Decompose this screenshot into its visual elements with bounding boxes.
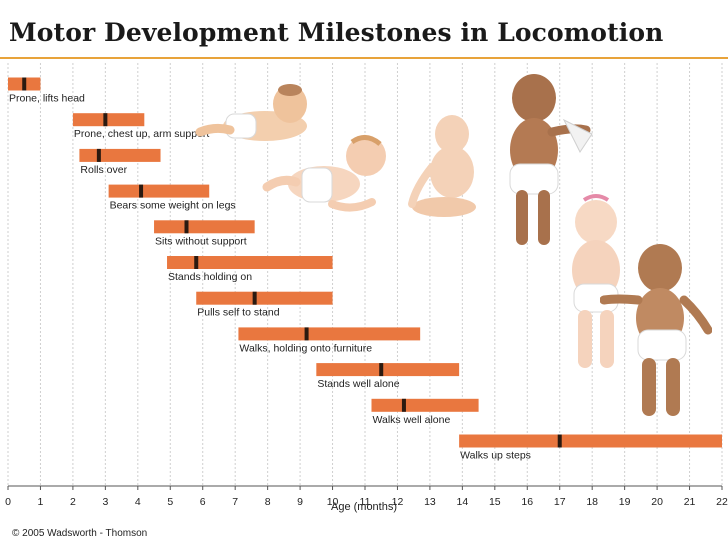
x-tick-label: 11: [360, 496, 371, 508]
average-age-marker: [304, 327, 309, 341]
x-tick-label: 15: [489, 496, 501, 508]
milestone-label: Stands holding on: [168, 271, 252, 283]
x-tick-label: 22: [716, 496, 728, 508]
milestone-bar: [79, 148, 161, 162]
x-tick-label: 4: [135, 496, 141, 508]
milestone-label: Pulls self to stand: [197, 307, 279, 319]
milestone-bar: [459, 434, 722, 448]
milestone-label: Rolls over: [80, 164, 127, 176]
x-tick-label: 9: [297, 496, 303, 508]
x-tick-label: 2: [70, 496, 76, 508]
x-tick-label: 13: [424, 496, 436, 508]
average-age-marker: [103, 113, 108, 127]
milestone-bar: [196, 291, 333, 305]
average-age-marker: [252, 291, 257, 305]
baby-standing-alone-illustration: [572, 194, 620, 368]
milestone-row: Walks well alone: [371, 398, 479, 426]
x-tick-label: 6: [200, 496, 206, 508]
x-tick-label: 14: [457, 496, 469, 508]
chart-x-axis: 0 1 2 3 4 5 6 7 8 9 10 11 12 13 14 15 16 17 18 19 20 21 22: [5, 485, 728, 508]
milestone-label: Prone, lifts head: [9, 93, 85, 105]
baby-walking-illustration: [600, 244, 712, 416]
page-title: Motor Development Milestones in Locomoti…: [9, 18, 664, 47]
x-axis-title: Age (months): [331, 501, 397, 513]
x-tick-label: 1: [38, 496, 44, 508]
milestone-bar: [371, 398, 479, 412]
milestone-row: Bears some weight on legs: [108, 184, 236, 212]
average-age-marker: [194, 256, 199, 269]
milestone-label: Stands well alone: [317, 378, 399, 390]
x-tick-label: 16: [521, 496, 533, 508]
milestone-label: Walks up steps: [460, 450, 531, 462]
chart-grid: [7, 63, 723, 486]
milestone-row: Stands well alone: [316, 363, 460, 390]
baby-sitting-illustration: [408, 115, 476, 217]
baby-prone-lifts-chest-illustration: [195, 84, 307, 141]
milestone-label: Prone, chest up, arm support: [74, 128, 209, 140]
milestone-row: Pulls self to stand: [196, 291, 333, 319]
milestone-label: Bears some weight on legs: [110, 200, 236, 212]
average-age-marker: [401, 398, 406, 412]
milestone-bar: [108, 184, 210, 198]
baby-standing-holding-illustration: [509, 74, 593, 245]
x-tick-label: 21: [684, 496, 696, 508]
x-tick-label: 12: [392, 496, 404, 508]
milestone-label: Walks, holding onto furniture: [239, 342, 372, 354]
average-age-marker: [22, 77, 27, 91]
milestone-row: Sits without support: [154, 220, 255, 247]
milestone-row: Prone, chest up, arm support: [72, 113, 209, 140]
x-tick-label: 10: [327, 496, 339, 508]
milestone-bar: [167, 256, 333, 269]
milestone-row: Prone, lifts head: [8, 77, 85, 105]
average-age-marker: [139, 184, 144, 198]
x-tick-label: 18: [586, 496, 598, 508]
x-tick-label: 0: [5, 496, 11, 508]
average-age-marker: [379, 363, 384, 377]
x-tick-label: 20: [651, 496, 663, 508]
x-tick-label: 8: [265, 496, 271, 508]
milestone-row: Rolls over: [79, 148, 161, 176]
x-tick-label: 3: [102, 496, 108, 508]
milestone-label: Sits without support: [155, 235, 247, 247]
baby-rolling-illustration: [262, 135, 386, 212]
milestone-row: Walks up steps: [459, 434, 722, 462]
x-tick-label: 5: [167, 496, 173, 508]
milestone-label: Walks well alone: [372, 414, 450, 426]
milestone-bar: [316, 363, 460, 377]
chart-bars: Prone, lifts head Prone, chest up, arm su…: [8, 77, 722, 462]
title-accent-rule: [0, 57, 728, 59]
milestone-row: Stands holding on: [167, 256, 333, 283]
milestone-bar: [154, 220, 255, 234]
milestone-row: Walks, holding onto furniture: [238, 327, 421, 354]
x-tick-label: 17: [554, 496, 566, 508]
milestone-bar: [72, 113, 145, 127]
average-age-marker: [96, 148, 101, 162]
x-tick-label: 19: [619, 496, 631, 508]
x-tick-label: 7: [232, 496, 238, 508]
milestone-bar: [238, 327, 421, 341]
average-age-marker: [184, 220, 189, 234]
average-age-marker: [557, 434, 562, 448]
copyright-notice: © 2005 Wadsworth - Thomson: [12, 528, 148, 539]
